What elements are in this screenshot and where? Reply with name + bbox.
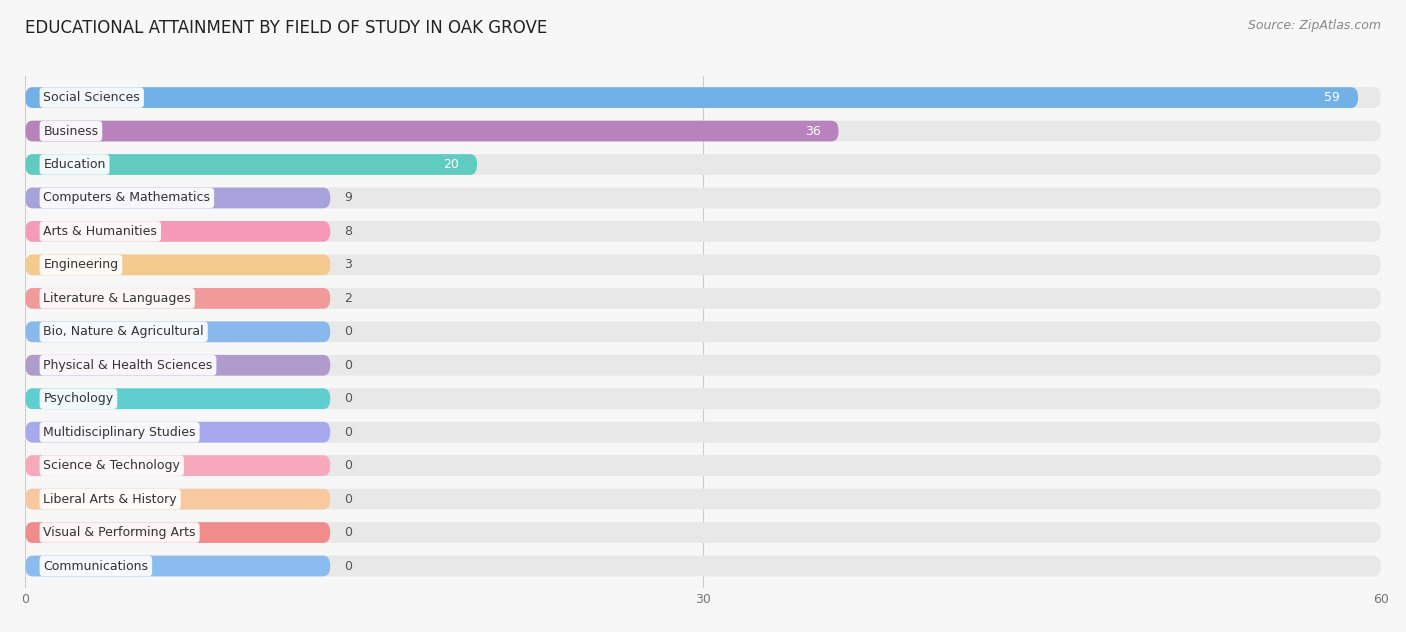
FancyBboxPatch shape <box>25 455 330 476</box>
FancyBboxPatch shape <box>25 455 1381 476</box>
FancyBboxPatch shape <box>25 121 838 142</box>
FancyBboxPatch shape <box>25 322 330 342</box>
Text: Education: Education <box>44 158 105 171</box>
Text: Business: Business <box>44 125 98 138</box>
Text: 9: 9 <box>344 191 352 205</box>
Text: Multidisciplinary Studies: Multidisciplinary Studies <box>44 426 195 439</box>
FancyBboxPatch shape <box>25 221 330 242</box>
FancyBboxPatch shape <box>25 422 1381 442</box>
FancyBboxPatch shape <box>25 322 1381 342</box>
FancyBboxPatch shape <box>25 87 1381 108</box>
FancyBboxPatch shape <box>25 87 1358 108</box>
FancyBboxPatch shape <box>25 522 330 543</box>
Text: Liberal Arts & History: Liberal Arts & History <box>44 492 177 506</box>
FancyBboxPatch shape <box>25 355 330 375</box>
Text: Communications: Communications <box>44 559 149 573</box>
Text: 0: 0 <box>344 426 352 439</box>
Text: Engineering: Engineering <box>44 258 118 271</box>
Text: 3: 3 <box>344 258 352 271</box>
FancyBboxPatch shape <box>25 422 330 442</box>
FancyBboxPatch shape <box>25 221 1381 242</box>
FancyBboxPatch shape <box>25 556 330 576</box>
Text: 8: 8 <box>344 225 352 238</box>
FancyBboxPatch shape <box>25 188 1381 209</box>
Text: 0: 0 <box>344 526 352 539</box>
FancyBboxPatch shape <box>25 121 1381 142</box>
Text: Literature & Languages: Literature & Languages <box>44 292 191 305</box>
FancyBboxPatch shape <box>25 255 330 276</box>
FancyBboxPatch shape <box>25 154 1381 175</box>
Text: EDUCATIONAL ATTAINMENT BY FIELD OF STUDY IN OAK GROVE: EDUCATIONAL ATTAINMENT BY FIELD OF STUDY… <box>25 19 547 37</box>
Text: Bio, Nature & Agricultural: Bio, Nature & Agricultural <box>44 325 204 338</box>
FancyBboxPatch shape <box>25 288 330 308</box>
Text: 0: 0 <box>344 459 352 472</box>
FancyBboxPatch shape <box>25 255 1381 276</box>
FancyBboxPatch shape <box>25 288 1381 308</box>
Text: 36: 36 <box>804 125 821 138</box>
Text: Physical & Health Sciences: Physical & Health Sciences <box>44 359 212 372</box>
Text: 0: 0 <box>344 492 352 506</box>
Text: Science & Technology: Science & Technology <box>44 459 180 472</box>
FancyBboxPatch shape <box>25 388 1381 409</box>
Text: Social Sciences: Social Sciences <box>44 91 141 104</box>
FancyBboxPatch shape <box>25 489 1381 509</box>
Text: 0: 0 <box>344 392 352 405</box>
FancyBboxPatch shape <box>25 388 330 409</box>
FancyBboxPatch shape <box>25 355 1381 375</box>
Text: Psychology: Psychology <box>44 392 114 405</box>
Text: 2: 2 <box>344 292 352 305</box>
FancyBboxPatch shape <box>25 154 477 175</box>
Text: Arts & Humanities: Arts & Humanities <box>44 225 157 238</box>
FancyBboxPatch shape <box>25 522 1381 543</box>
Text: Computers & Mathematics: Computers & Mathematics <box>44 191 211 205</box>
Text: Visual & Performing Arts: Visual & Performing Arts <box>44 526 195 539</box>
FancyBboxPatch shape <box>25 188 330 209</box>
Text: 0: 0 <box>344 359 352 372</box>
Text: Source: ZipAtlas.com: Source: ZipAtlas.com <box>1247 19 1381 32</box>
Text: 0: 0 <box>344 325 352 338</box>
FancyBboxPatch shape <box>25 556 1381 576</box>
FancyBboxPatch shape <box>25 489 330 509</box>
Text: 0: 0 <box>344 559 352 573</box>
Text: 20: 20 <box>443 158 458 171</box>
Text: 59: 59 <box>1324 91 1340 104</box>
